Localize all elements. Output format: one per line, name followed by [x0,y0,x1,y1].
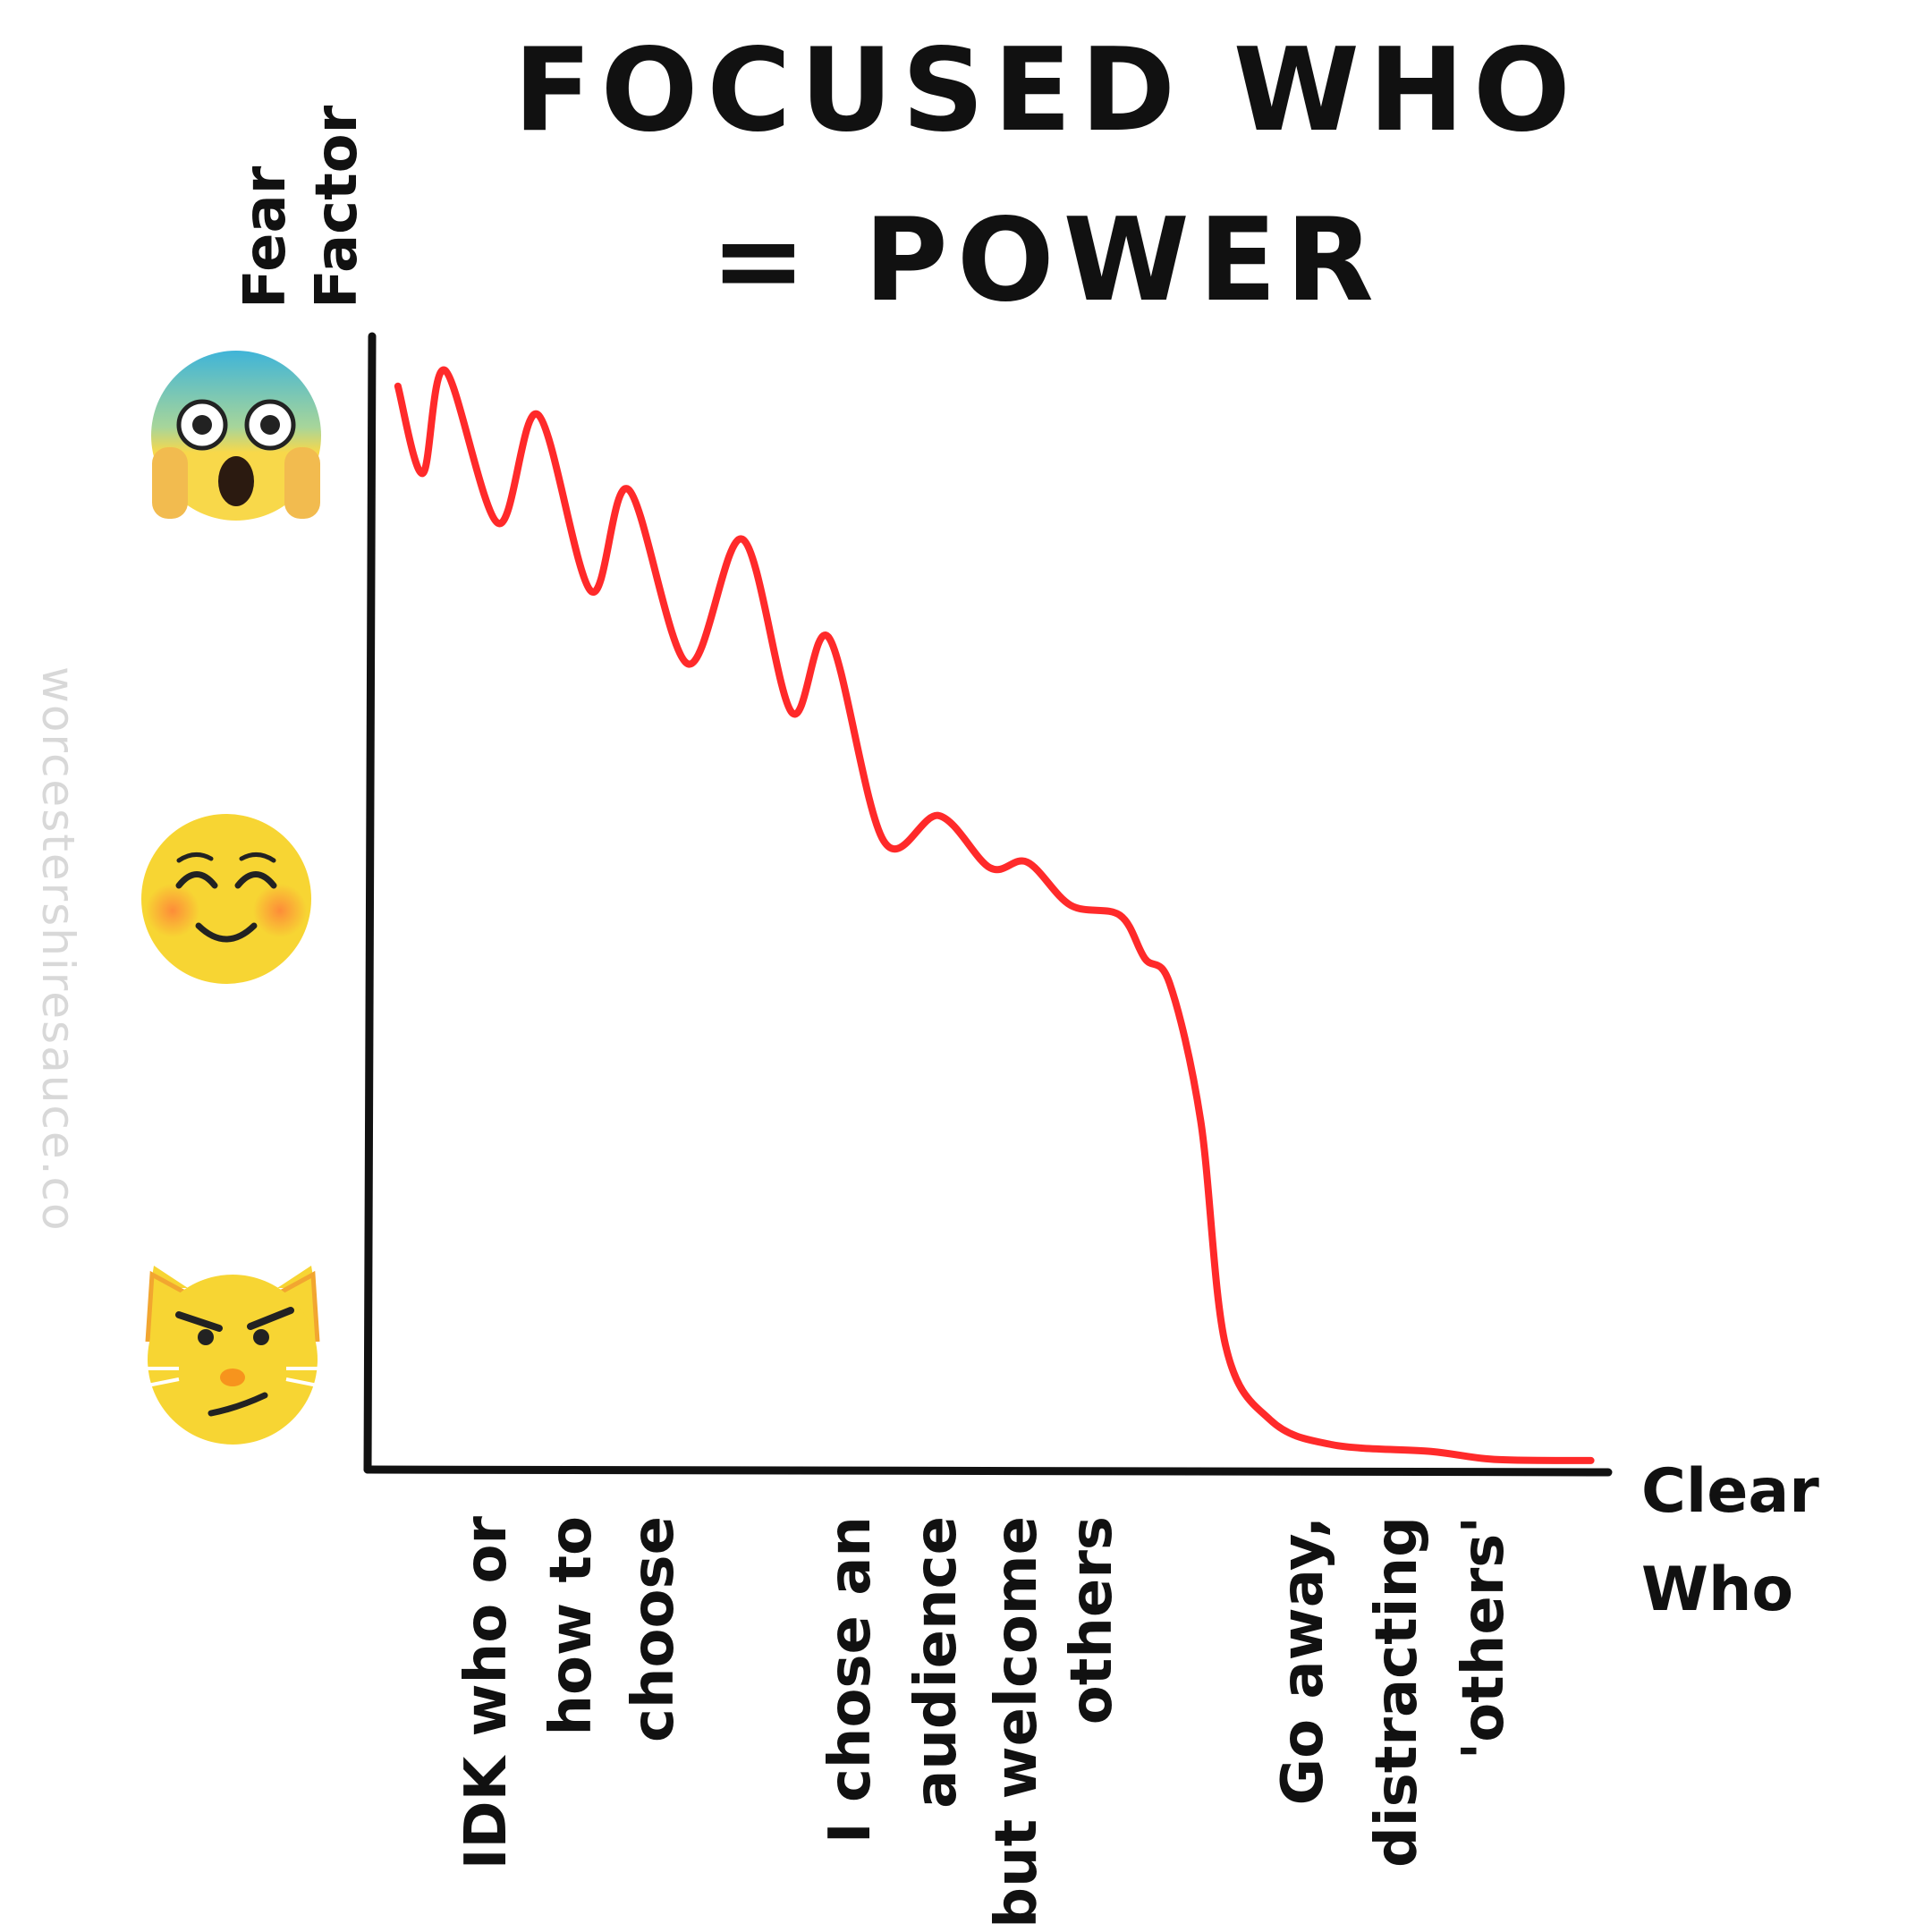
chart-title: FOCUSED WHO [513,24,1580,157]
x-axis [363,1465,1613,1477]
chart-title: = POWER [710,194,1383,327]
x-annotation: 'others' [1451,1516,1517,1759]
x-annotation: but welcome [984,1516,1050,1928]
x-annotation: Go away, [1270,1516,1336,1805]
x-annotation: others [1059,1516,1125,1724]
emoji-fear-low [142,1266,323,1445]
line-series [394,366,1595,1464]
emoji-fear-mid [141,814,311,984]
x-annotation: I chose an [818,1516,884,1843]
y-axis-label: Fear [233,165,299,309]
y-axis-label: Factor [304,105,370,309]
x-annotation: how to [538,1516,605,1736]
x-axis-label: Who [1641,1555,1793,1625]
x-annotation: distracting [1364,1516,1430,1868]
watermark: worcestershiresauce.co [32,666,84,1233]
x-annotation: IDK who or [453,1516,520,1870]
x-annotation: audience [903,1516,970,1809]
x-axis-label: Clear [1641,1456,1819,1527]
emoji-fear-high [151,351,321,521]
x-annotation: choose [621,1516,687,1742]
y-axis [363,332,377,1474]
